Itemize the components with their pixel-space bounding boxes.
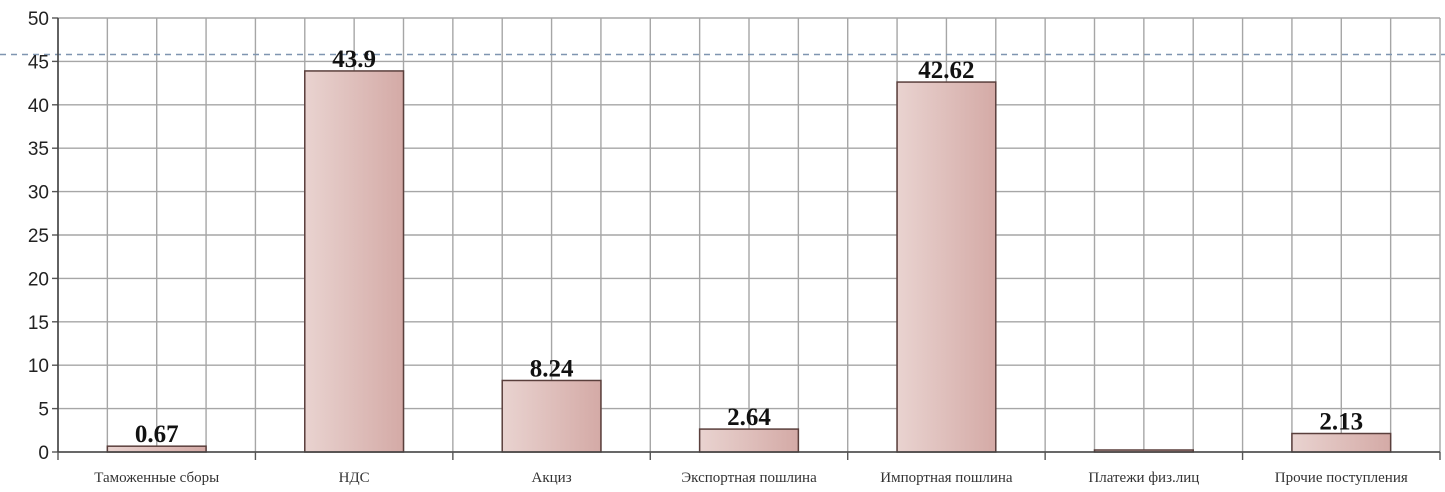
bar-value-label: 42.62 bbox=[918, 57, 974, 84]
y-tick-label: 0 bbox=[38, 443, 49, 464]
grid bbox=[57, 17, 1441, 453]
y-tick-label: 50 bbox=[28, 9, 49, 30]
y-tick-label: 5 bbox=[38, 400, 49, 421]
y-tick-label: 25 bbox=[28, 226, 49, 247]
y-tick-label: 20 bbox=[28, 269, 49, 290]
labels: 0 5 10 15 20 25 30 35 40 45 50 0.67 Таможенные сборы… bbox=[28, 9, 1408, 486]
y-tick-label: 35 bbox=[28, 139, 49, 160]
x-category-label: Прочие поступления bbox=[1275, 470, 1408, 486]
x-category-label: Импортная пошлина bbox=[880, 470, 1013, 486]
y-tick-label: 15 bbox=[28, 313, 49, 334]
x-category-label: Платежи физ.лиц bbox=[1088, 470, 1199, 486]
x-category-label: Акциз bbox=[532, 470, 572, 486]
bars bbox=[106, 70, 1392, 453]
y-tick-label: 45 bbox=[28, 52, 49, 73]
bar bbox=[698, 428, 800, 453]
bar bbox=[1291, 432, 1392, 453]
x-category-label: Таможенные сборы bbox=[94, 470, 219, 486]
bar-value-label: 2.13 bbox=[1319, 409, 1363, 436]
bar-value-label: 8.24 bbox=[530, 355, 574, 382]
bar-value-label: 43.9 bbox=[332, 46, 376, 73]
x-category-label: НДС bbox=[339, 470, 370, 486]
x-category-label: Экспортная пошлина bbox=[681, 470, 817, 486]
y-tick-label: 10 bbox=[28, 356, 49, 377]
bar bbox=[896, 81, 997, 453]
y-tick-label: 30 bbox=[28, 183, 49, 204]
bar bbox=[501, 379, 602, 453]
bar bbox=[304, 70, 405, 453]
bar-value-label: 0.67 bbox=[135, 421, 179, 448]
axes bbox=[52, 17, 1441, 460]
y-tick-label: 40 bbox=[28, 96, 49, 117]
bar-value-label: 2.64 bbox=[727, 404, 771, 431]
